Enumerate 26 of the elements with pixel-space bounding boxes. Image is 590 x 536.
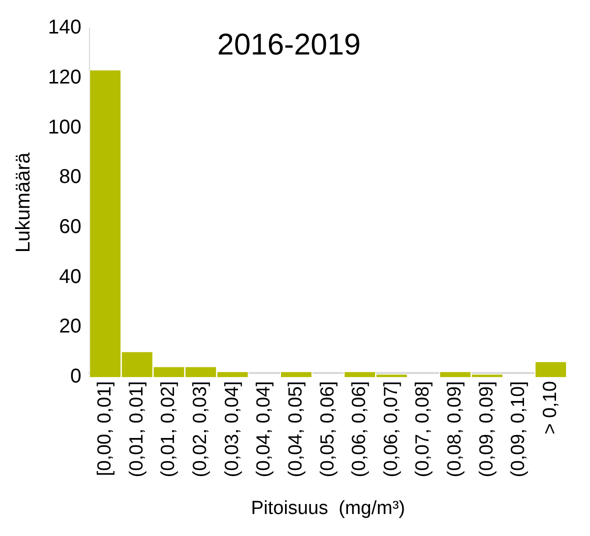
x-tick-label: [0,00, 0,01] (94, 381, 116, 476)
x-tick-label: (0,09, 0,10] (508, 381, 530, 478)
y-tick-label: 40 (59, 266, 82, 288)
x-tick-label: (0,04, 0,04] (254, 381, 275, 478)
y-axis-title: Lukumäärä (12, 152, 35, 253)
x-tick-label: (0,09, 0,09] (476, 381, 498, 478)
y-tick-label: 80 (59, 166, 82, 188)
y-tick-label: 60 (59, 216, 82, 238)
x-tick-label: (0,01, 0,01] (126, 381, 148, 478)
x-tick-label: (0,02, 0,03] (190, 381, 211, 478)
x-tick-label: > 0,10 (540, 381, 562, 434)
x-tick-label: (0,01, 0,02] (158, 381, 180, 478)
x-axis-title: Pitoisuus (mg/m³) (250, 498, 406, 519)
x-tick-label: (0,08, 0,09] (444, 381, 466, 478)
x-tick-label: (0,03, 0,04] (222, 381, 243, 478)
x-tick-label: (0,06, 0,07] (380, 381, 402, 478)
y-tick-label: 120 (48, 66, 82, 88)
x-tick-label: (0,04, 0,05] (285, 381, 306, 478)
y-tick-label: 140 (48, 16, 82, 39)
y-tick-label: 0 (70, 366, 82, 388)
chart-title: 2016-2019 (217, 28, 361, 62)
y-tick-label: 20 (59, 316, 82, 338)
x-tick-label: (0,07, 0,08] (412, 381, 434, 478)
x-tick-label: (0,05, 0,06] (317, 381, 338, 478)
y-tick-label: 100 (48, 116, 82, 138)
x-tick-label: (0,06, 0,06] (349, 381, 370, 478)
